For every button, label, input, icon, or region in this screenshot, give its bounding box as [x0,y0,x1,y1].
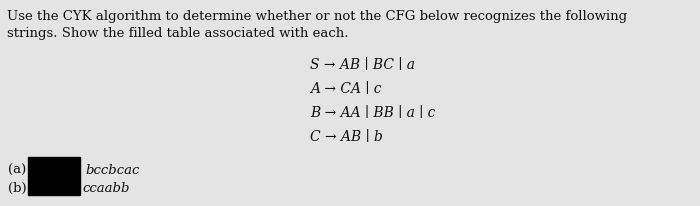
Text: bccbcac: bccbcac [85,164,139,177]
Text: (a): (a) [8,164,27,177]
Text: ccaabb: ccaabb [82,182,130,195]
Text: strings. Show the filled table associated with each.: strings. Show the filled table associate… [7,27,349,40]
Bar [28,157,80,195]
Text: B → AA ∣ BB ∣ a ∣ c: B → AA ∣ BB ∣ a ∣ c [310,106,435,120]
Text: S → AB ∣ BC ∣ a: S → AB ∣ BC ∣ a [310,58,415,72]
Text: (b): (b) [8,182,27,195]
Text: C → AB ∣ b: C → AB ∣ b [310,130,383,144]
Text: A → CA ∣ c: A → CA ∣ c [310,82,382,96]
Text: Use the CYK algorithm to determine whether or not the CFG below recognizes the f: Use the CYK algorithm to determine wheth… [7,10,627,23]
